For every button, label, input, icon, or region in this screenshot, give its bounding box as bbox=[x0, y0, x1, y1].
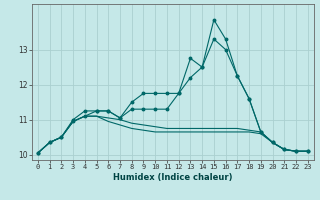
X-axis label: Humidex (Indice chaleur): Humidex (Indice chaleur) bbox=[113, 173, 233, 182]
